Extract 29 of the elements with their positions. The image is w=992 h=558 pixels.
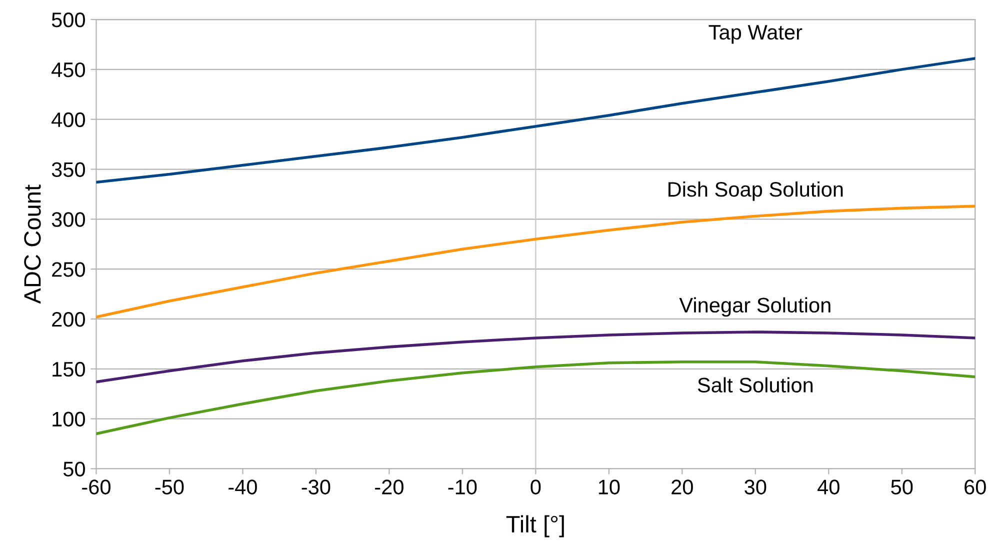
x-tick-label: -50 [155, 480, 184, 494]
y-tick-label: 50 [63, 462, 85, 476]
y-tick-label: 150 [52, 362, 85, 377]
y-axis-title: ADC Count [24, 184, 41, 304]
x-tick-label: -40 [228, 480, 257, 494]
y-tick-label: 400 [52, 112, 85, 128]
x-tick-label: -30 [302, 480, 330, 494]
y-tick-label: 100 [52, 412, 85, 427]
x-tick-label: 10 [598, 480, 620, 494]
y-tick-label: 350 [52, 162, 85, 178]
x-tick-label: 40 [818, 480, 840, 494]
y-tick-label: 450 [52, 62, 85, 78]
x-tick-label: -10 [448, 480, 477, 494]
x-axis-title: Tilt [°] [506, 515, 564, 538]
series-label: Dish Soap Solution [668, 181, 843, 201]
y-tick-label: 300 [52, 212, 85, 227]
series-label: Vinegar Solution [679, 297, 830, 317]
x-tick-label: -60 [82, 480, 110, 494]
y-tick-label: 250 [52, 262, 85, 277]
x-tick-label: 50 [891, 480, 913, 494]
x-tick-label: -20 [375, 480, 404, 494]
series-label: Salt Solution [698, 377, 813, 393]
series-label: Tap Water [708, 25, 802, 44]
x-tick-label: 20 [672, 480, 693, 494]
x-tick-label: 30 [744, 480, 766, 494]
y-tick-label: 200 [52, 312, 85, 327]
y-tick-label: 500 [52, 12, 85, 28]
x-tick-label: 60 [964, 480, 986, 494]
x-tick-label: 0 [530, 480, 541, 494]
